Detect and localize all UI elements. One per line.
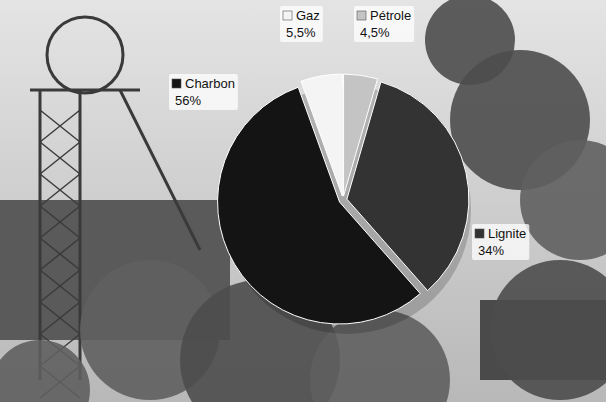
label-swatch <box>283 11 292 20</box>
tree <box>520 140 606 260</box>
brace <box>40 110 80 142</box>
chart: Pétrole 4,5% Lignite 34% Charbon 56% Gaz 5,5% <box>0 0 606 402</box>
slices <box>218 74 469 324</box>
label-patch <box>354 6 414 42</box>
data-label: Pétrole 4,5% <box>354 6 414 42</box>
brace <box>40 206 80 238</box>
pie <box>218 74 471 334</box>
brace <box>40 302 80 334</box>
label-patch <box>280 6 323 42</box>
brace <box>40 142 80 174</box>
beam <box>39 90 42 380</box>
brace <box>40 174 80 206</box>
data-label: Gaz 5,5% <box>280 6 323 42</box>
label-swatch <box>475 229 484 238</box>
label-patch <box>472 224 529 260</box>
brace <box>40 270 80 302</box>
labels: Pétrole 4,5% Lignite 34% Charbon 56% Gaz 5,5% <box>169 6 529 260</box>
wheel <box>47 17 123 93</box>
category-label: Gaz <box>296 8 320 23</box>
value-label: 4,5% <box>360 25 390 40</box>
brace <box>40 270 80 302</box>
data-label: Charbon 56% <box>169 74 238 110</box>
label-swatch <box>172 79 181 88</box>
category-label: Pétrole <box>370 8 411 23</box>
label-swatch <box>357 11 366 20</box>
beam <box>30 89 140 92</box>
data-label: Lignite 34% <box>472 224 529 260</box>
tree <box>425 0 515 85</box>
category-label: Lignite <box>488 226 526 241</box>
value-label: 56% <box>175 93 201 108</box>
category-label: Charbon <box>185 76 235 91</box>
tree <box>0 340 90 402</box>
brace <box>40 238 80 270</box>
brace <box>40 302 80 334</box>
background <box>0 0 606 402</box>
brace <box>40 110 80 142</box>
value-label: 34% <box>478 243 504 258</box>
brace <box>40 238 80 270</box>
value-label: 5,5% <box>286 25 316 40</box>
beam <box>120 90 200 250</box>
tree <box>490 260 606 400</box>
brace <box>40 206 80 238</box>
brace <box>40 174 80 206</box>
brace <box>40 142 80 174</box>
slice <box>301 74 342 196</box>
label-patch <box>169 74 238 110</box>
